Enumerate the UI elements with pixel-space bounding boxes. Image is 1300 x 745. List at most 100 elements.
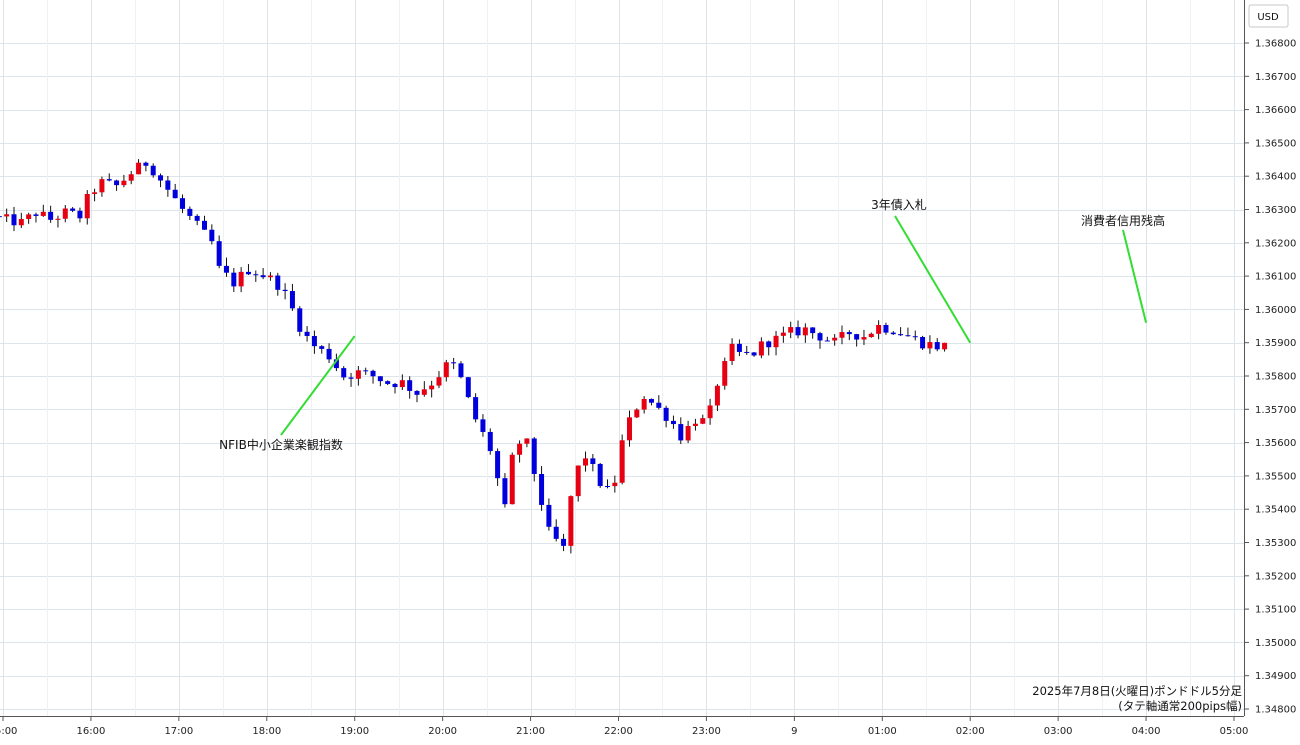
candle-body xyxy=(876,324,882,334)
candle-body xyxy=(77,210,83,219)
candle-body xyxy=(502,478,508,505)
candle-body xyxy=(187,208,193,216)
candle-body xyxy=(663,407,669,421)
candle-body xyxy=(597,463,603,487)
y-tick-label: 1.35400 xyxy=(1255,505,1296,516)
candle-body xyxy=(172,189,178,199)
candle-body xyxy=(451,362,457,364)
y-tick-label: 1.36100 xyxy=(1255,272,1296,283)
candle-body xyxy=(55,218,61,220)
x-tick-label: 9 xyxy=(791,726,797,737)
candle-body xyxy=(128,174,134,181)
x-tick-label: 20:00 xyxy=(428,726,457,737)
candle-body xyxy=(583,458,589,466)
candle-body xyxy=(62,208,68,219)
x-tick-label: 17:00 xyxy=(164,726,193,737)
y-tick-label: 1.36500 xyxy=(1255,138,1296,149)
candle-body xyxy=(165,180,171,190)
y-tick-label: 1.35600 xyxy=(1255,438,1296,449)
candle-body xyxy=(121,180,127,186)
candle-body xyxy=(832,337,838,341)
candle-body xyxy=(282,289,288,292)
candle-body xyxy=(692,423,698,426)
annotation-line xyxy=(280,335,356,436)
candle-body xyxy=(714,385,720,406)
candle-body xyxy=(524,438,530,444)
y-tick-label: 1.35000 xyxy=(1255,638,1296,649)
candle-body xyxy=(0,216,2,218)
candle-body xyxy=(407,380,413,391)
candle-body xyxy=(920,336,926,349)
y-tick-label: 1.36600 xyxy=(1255,105,1296,116)
x-tick-label: 01:00 xyxy=(868,726,897,737)
candle-body xyxy=(348,377,354,379)
candle-body xyxy=(802,327,808,336)
candle-body xyxy=(202,220,208,230)
y-tick-label: 1.36300 xyxy=(1255,205,1296,216)
price-scale-panel[interactable] xyxy=(1245,0,1300,745)
candle-body xyxy=(414,390,420,395)
x-tick-label: 16:00 xyxy=(77,726,106,737)
candle-body xyxy=(509,454,515,505)
candle-body xyxy=(399,380,405,388)
candle-body xyxy=(253,274,259,276)
candle-body xyxy=(656,402,662,408)
currency-label: USD xyxy=(1257,12,1279,23)
candle-body xyxy=(421,389,427,395)
candle-body xyxy=(223,265,229,273)
candle-body xyxy=(297,308,303,332)
candle-body xyxy=(326,348,332,360)
candle-body xyxy=(92,192,98,194)
candle-body xyxy=(487,431,493,452)
candle-body xyxy=(685,425,691,441)
candle-body xyxy=(846,332,852,335)
candle-body xyxy=(311,335,317,347)
candle-body xyxy=(70,208,76,211)
candle-body xyxy=(517,443,523,455)
candle-body xyxy=(744,351,750,353)
candle-body xyxy=(788,327,794,333)
candle-body xyxy=(18,219,24,226)
candle-body xyxy=(934,342,940,350)
candle-body xyxy=(180,198,186,209)
candle-body xyxy=(267,275,273,278)
candle-body xyxy=(158,175,164,181)
candle-body xyxy=(443,362,449,378)
candle-body xyxy=(942,342,948,350)
candle-body xyxy=(927,342,933,349)
candle-body xyxy=(473,397,479,420)
candle-body xyxy=(773,335,779,348)
y-tick-label: 1.36800 xyxy=(1255,39,1296,50)
annotation-line xyxy=(894,215,972,344)
candle-body xyxy=(143,162,149,166)
candle-body xyxy=(289,291,295,309)
y-tick-label: 1.35800 xyxy=(1255,372,1296,383)
candle-body xyxy=(868,333,874,338)
y-tick-label: 1.36000 xyxy=(1255,305,1296,316)
candle-body xyxy=(33,214,39,216)
candle-body xyxy=(839,332,845,338)
candle-body xyxy=(546,504,552,527)
candle-body xyxy=(114,180,120,186)
currency-box[interactable] xyxy=(1248,4,1289,28)
time-scale-panel[interactable] xyxy=(0,717,1245,745)
x-tick-label: 03:00 xyxy=(1044,726,1073,737)
x-tick-label: 21:00 xyxy=(516,726,545,737)
y-tick-label: 1.34800 xyxy=(1255,705,1296,716)
candle-body xyxy=(363,370,369,372)
candle-body xyxy=(4,214,10,217)
candle-body xyxy=(854,334,860,340)
candles xyxy=(0,159,948,554)
y-tick-label: 1.36200 xyxy=(1255,238,1296,249)
candle-body xyxy=(780,332,786,336)
annotation-label: NFIB中小企業楽観指数 xyxy=(219,437,343,452)
candle-body xyxy=(319,346,325,349)
x-tick-label: 19:00 xyxy=(340,726,369,737)
candle-body xyxy=(912,336,918,338)
candle-body xyxy=(795,327,801,336)
candle-body xyxy=(568,496,574,546)
candle-body xyxy=(883,324,889,333)
candle-body xyxy=(275,275,281,290)
